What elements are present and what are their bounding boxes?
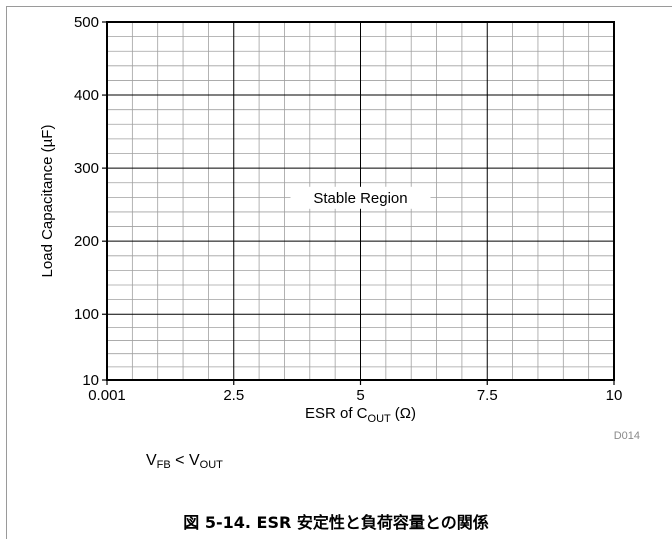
note-v2-sub: OUT bbox=[199, 459, 223, 471]
note-v2: V bbox=[188, 452, 200, 469]
x-tick-label: 7.5 bbox=[477, 387, 498, 404]
condition-note: VFB < VOUT bbox=[146, 452, 223, 471]
x-axis-label: ESR of COUT (Ω) bbox=[305, 405, 416, 425]
y-tick-label: 200 bbox=[74, 233, 99, 250]
frame-left-border bbox=[6, 6, 7, 539]
y-tick-label: 300 bbox=[74, 160, 99, 177]
x-tick-label: 0.001 bbox=[88, 387, 126, 404]
y-tick-label: 100 bbox=[74, 306, 99, 323]
note-v1: V bbox=[146, 452, 157, 469]
x-tick-label: 2.5 bbox=[223, 387, 244, 404]
x-axis-label-sub: OUT bbox=[368, 413, 392, 425]
y-tick-label: 500 bbox=[74, 14, 99, 31]
y-axis-label: Load Capacitance (µF) bbox=[39, 125, 56, 278]
x-tick-label: 5 bbox=[356, 387, 364, 404]
x-axis-label-unit: (Ω) bbox=[395, 405, 416, 422]
y-tick-label: 10 bbox=[82, 372, 99, 389]
note-v1-sub: FB bbox=[156, 459, 171, 471]
major-grid bbox=[107, 22, 614, 380]
figure-caption: 図 5-14. ESR 安定性と負荷容量との関係 bbox=[183, 513, 489, 532]
stability-chart: 0.001 2.5 5 7.5 10 10 100 200 300 400 500 Stable … bbox=[39, 14, 640, 442]
note-op: < bbox=[170, 452, 189, 469]
axis-ticks bbox=[102, 21, 615, 385]
frame-top-border bbox=[6, 6, 672, 7]
minor-grid bbox=[107, 22, 614, 380]
x-axis-label-main: ESR of C bbox=[305, 405, 368, 422]
stable-region-label-bg bbox=[290, 186, 431, 209]
figure-code: D014 bbox=[614, 430, 640, 442]
stable-region-label: Stable Region bbox=[313, 190, 407, 207]
y-tick-label: 400 bbox=[74, 87, 99, 104]
y-tick-labels: 10 100 200 300 400 500 bbox=[74, 14, 99, 389]
x-tick-labels: 0.001 2.5 5 7.5 10 bbox=[88, 387, 622, 404]
x-tick-label: 10 bbox=[606, 387, 623, 404]
